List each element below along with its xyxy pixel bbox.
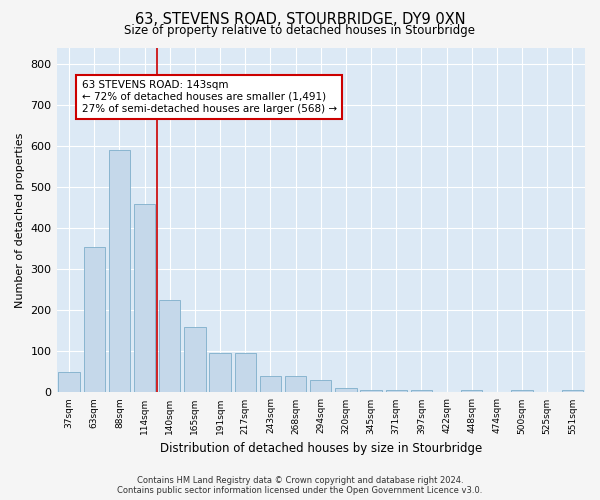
Bar	[335, 388, 356, 392]
Bar	[461, 390, 482, 392]
Y-axis label: Number of detached properties: Number of detached properties	[15, 132, 25, 308]
Text: 63 STEVENS ROAD: 143sqm
← 72% of detached houses are smaller (1,491)
27% of semi: 63 STEVENS ROAD: 143sqm ← 72% of detache…	[82, 80, 337, 114]
Bar	[159, 300, 181, 392]
Bar	[184, 326, 206, 392]
Text: Size of property relative to detached houses in Stourbridge: Size of property relative to detached ho…	[125, 24, 476, 37]
Bar	[209, 354, 231, 393]
Bar	[361, 390, 382, 392]
X-axis label: Distribution of detached houses by size in Stourbridge: Distribution of detached houses by size …	[160, 442, 482, 455]
Bar	[511, 390, 533, 392]
Bar	[386, 390, 407, 392]
Bar	[411, 390, 432, 392]
Bar	[58, 372, 80, 392]
Bar	[310, 380, 331, 392]
Bar	[562, 390, 583, 392]
Bar	[285, 376, 307, 392]
Bar	[235, 354, 256, 393]
Bar	[260, 376, 281, 392]
Text: 63, STEVENS ROAD, STOURBRIDGE, DY9 0XN: 63, STEVENS ROAD, STOURBRIDGE, DY9 0XN	[134, 12, 466, 28]
Text: Contains HM Land Registry data © Crown copyright and database right 2024.
Contai: Contains HM Land Registry data © Crown c…	[118, 476, 482, 495]
Bar	[83, 246, 105, 392]
Bar	[109, 150, 130, 392]
Bar	[134, 204, 155, 392]
